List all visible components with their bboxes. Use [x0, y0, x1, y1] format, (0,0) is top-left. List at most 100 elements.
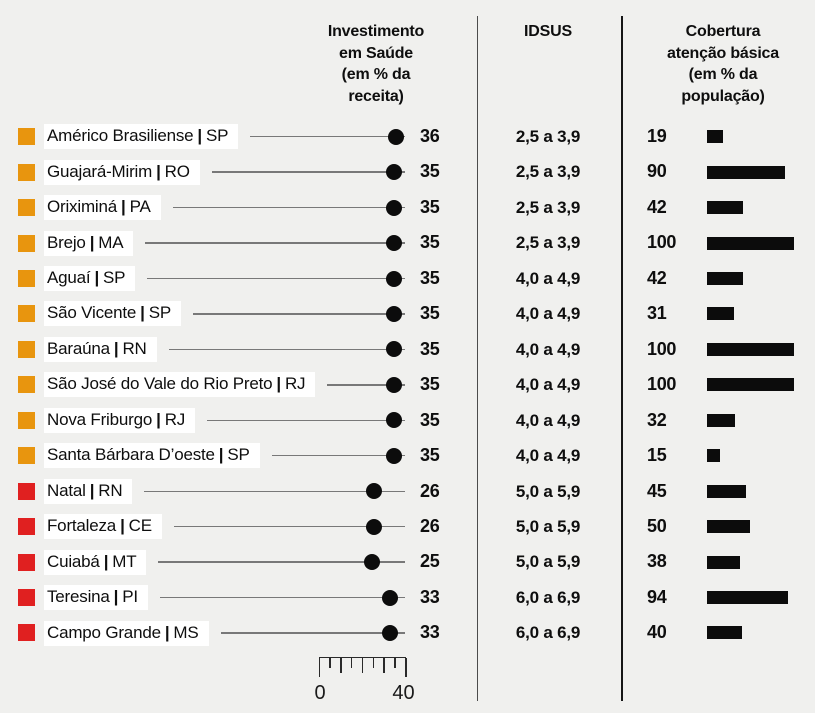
- separator-pipe: |: [121, 197, 126, 217]
- connector-line: [327, 384, 405, 386]
- investment-value: 35: [420, 267, 440, 288]
- connector-line: [220, 632, 405, 634]
- municipality-name: Oriximiná: [47, 197, 117, 217]
- investment-track: [238, 119, 405, 154]
- idsus-range: 5,0 a 5,9: [515, 516, 581, 536]
- municipality-name: Américo Brasiliense: [47, 126, 194, 146]
- idsus-range: 4,0 a 4,9: [515, 339, 581, 359]
- municipality-name: São José do Vale do Rio Preto: [47, 374, 273, 394]
- axis-tick: [318, 658, 320, 677]
- connector-line: [173, 525, 405, 528]
- category-color-swatch: [18, 234, 35, 252]
- municipality-row: Aguaí | SP 35 4,0 a 4,9 42: [0, 261, 815, 296]
- state-abbr: MA: [98, 232, 124, 252]
- connector-line: [147, 277, 405, 280]
- investment-track: [260, 438, 405, 473]
- coverage-value: 38: [647, 551, 667, 572]
- idsus-range: 5,0 a 5,9: [515, 552, 581, 572]
- municipality-row: Guajará-Mirim | RO 35 2,5 a 3,9 90: [0, 154, 815, 189]
- municipality-name: Teresina: [47, 587, 110, 607]
- column-header-coverage: Cobertura atenção básica (em % da popula…: [667, 23, 779, 105]
- separator-pipe: |: [156, 161, 161, 181]
- investment-dot: [386, 447, 403, 464]
- municipality-row: Natal | RN 26 5,0 a 5,9 45: [0, 474, 815, 509]
- separator-pipe: |: [94, 268, 99, 288]
- category-color-swatch: [18, 340, 35, 358]
- investment-value: 33: [420, 622, 440, 643]
- coverage-bar: [707, 271, 744, 285]
- coverage-value: 15: [647, 445, 667, 466]
- municipality-name: Nova Friburgo: [47, 409, 153, 429]
- axis-tick: [383, 658, 385, 673]
- coverage-bar: [707, 484, 746, 498]
- municipality-label: Santa Bárbara D’oeste | SP: [44, 443, 260, 469]
- municipality-name: Fortaleza: [47, 516, 117, 536]
- municipality-name: Aguaí: [47, 268, 91, 288]
- coverage-bar: [707, 378, 794, 392]
- municipality-row: Oriximiná | PA 35 2,5 a 3,9 42: [0, 190, 815, 225]
- category-color-swatch: [18, 518, 35, 536]
- idsus-range: 5,0 a 5,9: [515, 481, 581, 501]
- coverage-bar: [707, 201, 744, 215]
- investment-dot: [381, 589, 398, 606]
- category-color-swatch: [18, 163, 35, 181]
- investment-value: 35: [420, 196, 440, 217]
- connector-line: [159, 596, 405, 599]
- municipality-label: Brejo | MA: [44, 230, 134, 256]
- investment-track: [133, 225, 405, 260]
- separator-pipe: |: [276, 374, 281, 394]
- category-color-swatch: [18, 482, 35, 500]
- investment-dot: [386, 341, 403, 358]
- municipality-row: Américo Brasiliense | SP 36 2,5 a 3,9 19: [0, 119, 815, 154]
- municipality-row: Campo Grande | MS 33 6,0 a 6,9 40: [0, 615, 815, 650]
- connector-line: [207, 419, 405, 422]
- category-color-swatch: [18, 269, 35, 287]
- municipality-name: Santa Bárbara D’oeste: [47, 445, 215, 465]
- connector-line: [168, 348, 405, 351]
- investment-dot: [386, 270, 403, 287]
- municipality-name: Campo Grande: [47, 622, 161, 642]
- municipality-row: Cuiabá | MT 25 5,0 a 5,9 38: [0, 544, 815, 579]
- investment-value: 26: [420, 480, 440, 501]
- coverage-value: 100: [647, 232, 677, 253]
- municipality-row: Fortaleza | CE 26 5,0 a 5,9 50: [0, 509, 815, 544]
- separator-pipe: |: [218, 445, 224, 465]
- separator-pipe: |: [103, 551, 109, 571]
- category-color-swatch: [18, 376, 35, 394]
- category-color-swatch: [18, 624, 35, 642]
- axis-tick: [340, 658, 342, 673]
- municipality-row: São José do Vale do Rio Preto | RJ 35 4,0 …: [0, 367, 815, 402]
- municipality-row: Nova Friburgo | RJ 35 4,0 a 4,9 32: [0, 403, 815, 438]
- investment-track: [135, 261, 405, 296]
- separator-pipe: |: [120, 516, 125, 536]
- state-abbr: RJ: [164, 409, 186, 429]
- investment-dot: [386, 412, 403, 429]
- column-header-investment: Investimento em Saúde (em % da receita): [327, 23, 425, 105]
- coverage-value: 32: [647, 409, 667, 430]
- coverage-value: 40: [647, 622, 667, 643]
- coverage-value: 94: [647, 586, 667, 607]
- investment-value: 35: [420, 409, 440, 430]
- investment-track: [132, 474, 405, 509]
- column-header-idsus: IDSUS: [524, 23, 572, 40]
- investment-track: [195, 403, 405, 438]
- investment-value: 35: [420, 445, 440, 466]
- idsus-range: 6,0 a 6,9: [515, 623, 581, 643]
- investment-value: 26: [420, 515, 440, 536]
- axis-tick: [329, 658, 331, 668]
- idsus-range: 2,5 a 3,9: [515, 197, 581, 217]
- state-abbr: SP: [103, 268, 126, 288]
- municipality-label: São José do Vale do Rio Preto | RJ: [44, 372, 316, 398]
- investment-value: 25: [420, 551, 440, 572]
- category-color-swatch: [18, 411, 35, 429]
- coverage-bar: [707, 130, 724, 144]
- idsus-range: 2,5 a 3,9: [515, 127, 581, 146]
- investment-track: [161, 190, 405, 225]
- municipality-label: São Vicente | SP: [44, 301, 182, 327]
- separator-pipe: |: [89, 232, 95, 252]
- separator-pipe: |: [156, 409, 161, 429]
- municipality-row: Santa Bárbara D’oeste | SP 35 4,0 a 4,9 15: [0, 438, 815, 473]
- municipality-label: Campo Grande | MS: [44, 620, 209, 646]
- coverage-bar: [707, 591, 789, 605]
